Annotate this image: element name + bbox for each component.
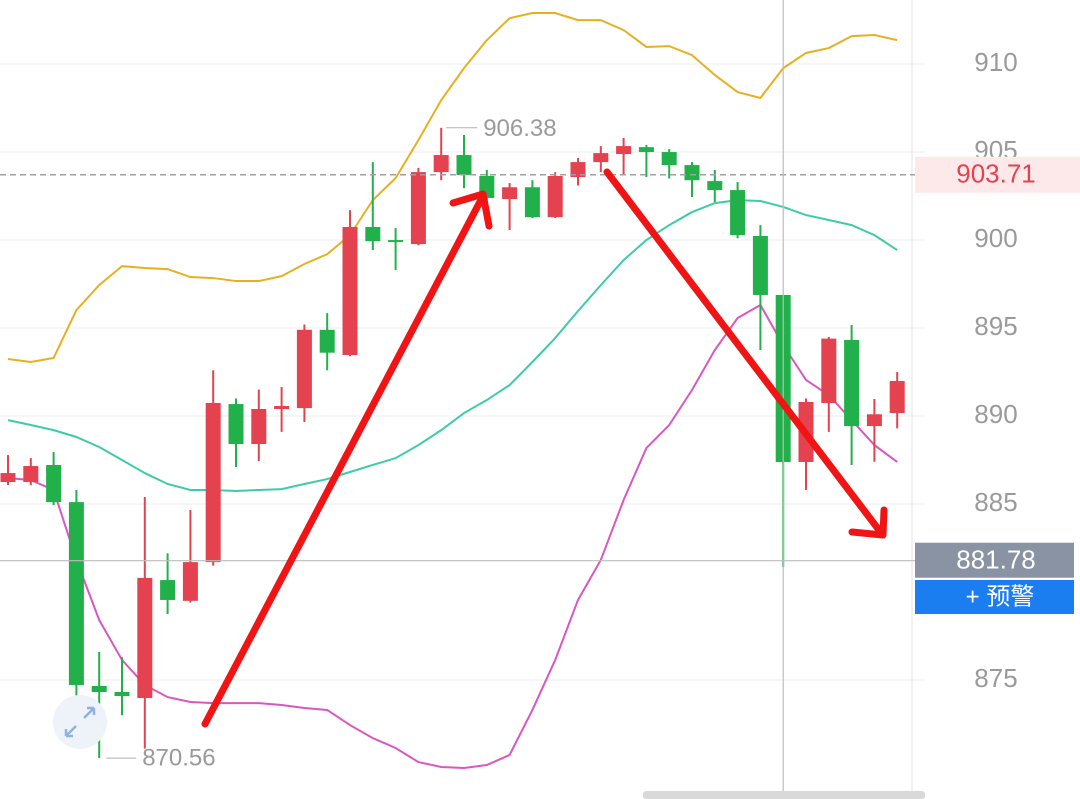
grid [0, 63, 925, 681]
y-tick-label: 900 [974, 223, 1017, 253]
candle-body [707, 181, 723, 191]
candle-body [182, 562, 198, 601]
expand-icon-bg[interactable] [53, 695, 107, 749]
candle-body [296, 329, 312, 409]
candle-body [866, 414, 882, 427]
band-line [7, 303, 898, 770]
band-line [7, 12, 898, 364]
candle-body [844, 340, 860, 427]
candle-body [0, 473, 16, 483]
expand-icon[interactable] [53, 695, 107, 749]
candle-body [160, 580, 176, 600]
candle-body [228, 404, 244, 445]
candle-body [114, 691, 130, 697]
y-tick-label: 885 [974, 487, 1017, 517]
y-tick-label: 910 [974, 47, 1017, 77]
y-tick-label: 895 [974, 311, 1017, 341]
candle-body [684, 165, 700, 181]
candle-body [205, 403, 221, 563]
alert-button-label[interactable]: + 预警 [966, 583, 1035, 610]
alert-button[interactable]: + 预警 [915, 580, 1074, 614]
candle-body [638, 147, 654, 153]
candle-body [821, 338, 837, 404]
candle-body [23, 466, 39, 483]
candle-body [137, 577, 153, 698]
candle-body [730, 190, 746, 236]
y-tick-label: 890 [974, 399, 1017, 429]
candle-body [593, 153, 609, 163]
crosshair-price-tag [915, 542, 1074, 578]
low-label: 870.56 [142, 745, 215, 772]
last-price-tag [915, 156, 1080, 193]
arrow-down-head [848, 506, 888, 539]
expand-icon-glyph[interactable] [64, 706, 96, 738]
candle-body [433, 155, 449, 173]
candle-body [251, 409, 267, 445]
arrow-down [603, 168, 886, 538]
candle-body [68, 502, 84, 685]
candle-body [570, 162, 586, 178]
candle-body [752, 236, 768, 295]
candle-body [342, 227, 358, 355]
candle-body [661, 152, 677, 166]
candle-body [274, 406, 290, 410]
candle-body [388, 240, 404, 243]
crosshair-price-label: 881.78 [956, 545, 1036, 575]
candle-body [91, 686, 107, 692]
candle-body [365, 227, 381, 242]
high-label: 906.38 [483, 115, 556, 142]
arrow-up [201, 192, 487, 728]
band-line [7, 199, 898, 493]
last-price-label: 903.71 [956, 159, 1036, 189]
candle-body [46, 464, 62, 503]
candle-body [410, 172, 426, 245]
candle-body [547, 175, 563, 218]
arrow-up-head [449, 190, 493, 230]
alert-button-bg[interactable] [915, 580, 1074, 614]
candles [0, 127, 905, 759]
scroll-bar[interactable] [643, 791, 925, 799]
trend-arrows [201, 168, 888, 728]
candle-body [889, 381, 905, 414]
bands [7, 12, 898, 770]
candle-body [456, 155, 472, 175]
y-tick-label: 875 [974, 663, 1017, 693]
candle-body [524, 187, 540, 218]
candle-body [616, 146, 632, 154]
candle-body [502, 187, 518, 200]
candle-body [319, 329, 335, 353]
